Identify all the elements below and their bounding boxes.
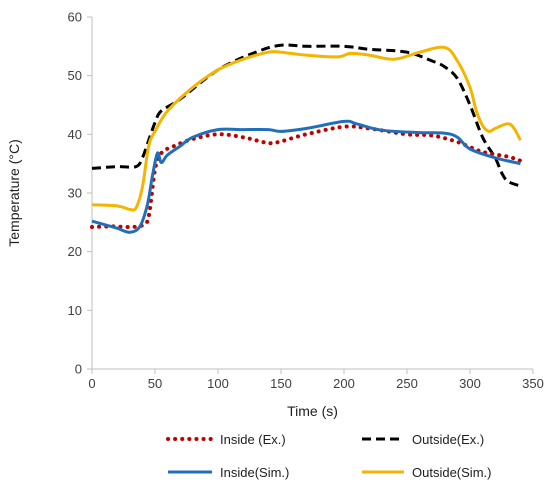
series-line-1: [90, 124, 523, 230]
legend-item-4: Outside(Sim.): [362, 465, 491, 480]
series-layer: [90, 43, 523, 234]
legend-label: Inside (Ex.): [220, 432, 286, 447]
legend-item-1: Inside (Ex.): [166, 432, 286, 447]
x-tick-label: 300: [459, 376, 481, 391]
series-line-2: [91, 43, 521, 188]
x-axis-title: Time (s): [287, 403, 338, 419]
y-tick-label: 60: [68, 10, 82, 25]
axes: 0 10 20 30 40 50 60 0 50 100 150 200 250 300 350: [68, 10, 544, 392]
x-tick-label: 100: [207, 376, 229, 391]
series-line-4: [91, 45, 522, 212]
legend-item-2: Outside(Ex.): [362, 432, 484, 447]
series-line-3: [91, 119, 521, 234]
x-tick-label: 50: [148, 376, 162, 391]
y-tick-label: 20: [68, 244, 82, 259]
x-tick-label: 250: [396, 376, 418, 391]
x-tick-label: 0: [88, 376, 95, 391]
legend-label: Outside(Ex.): [412, 432, 484, 447]
x-tick-label: 200: [333, 376, 355, 391]
y-tick-label: 40: [68, 127, 82, 142]
legend-label: Inside(Sim.): [220, 465, 289, 480]
y-tick-label: 0: [75, 362, 82, 377]
x-tick-label: 150: [270, 376, 292, 391]
legend: Inside (Ex.) Outside(Ex.) Inside(Sim.) Outs…: [166, 432, 491, 480]
y-axis-title: Temperature (°C): [6, 139, 22, 247]
y-tick-label: 10: [68, 303, 82, 318]
legend-label: Outside(Sim.): [412, 465, 491, 480]
y-tick-label: 30: [68, 186, 82, 201]
legend-item-3: Inside(Sim.): [168, 465, 289, 480]
y-tick-label: 50: [68, 68, 82, 83]
x-tick-label: 350: [522, 376, 544, 391]
